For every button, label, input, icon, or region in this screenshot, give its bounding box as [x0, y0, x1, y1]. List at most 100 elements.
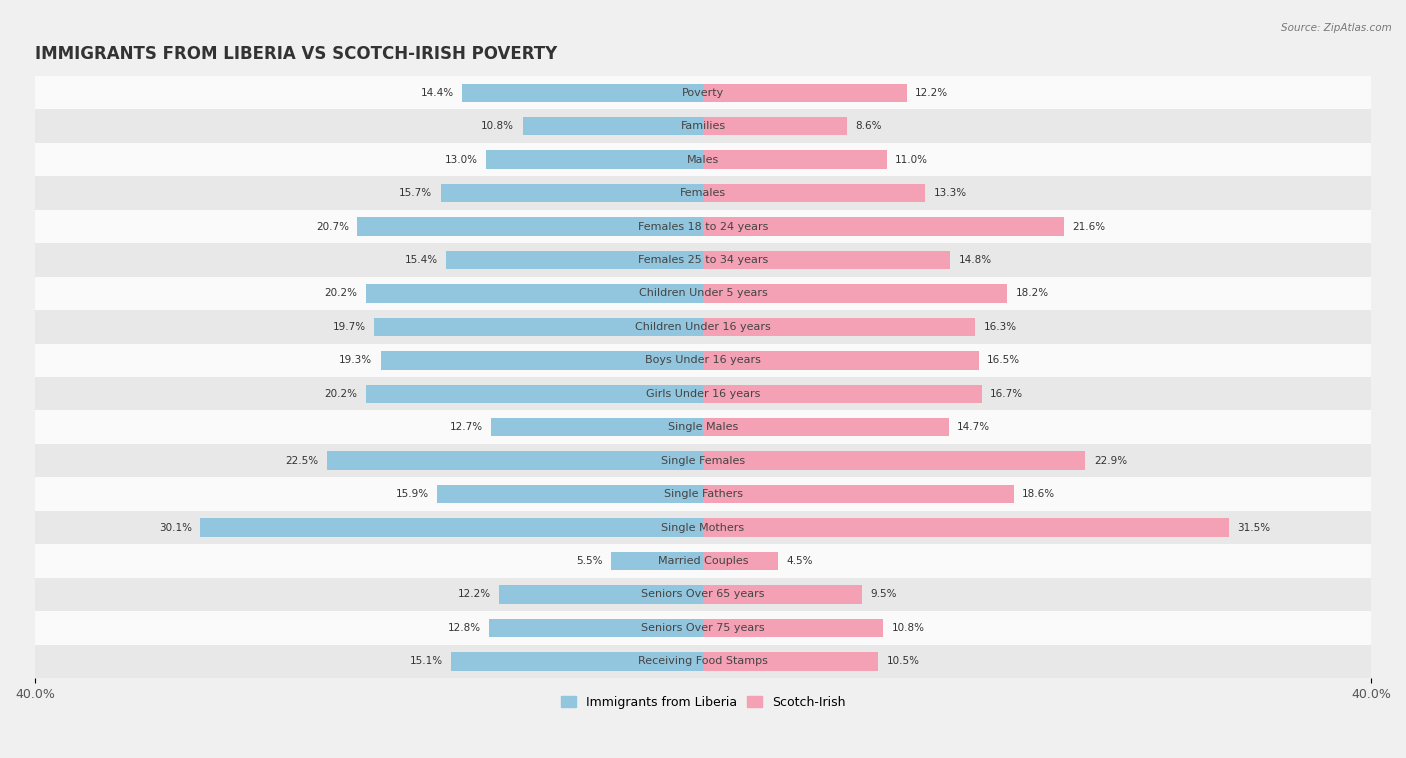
Bar	[703, 552, 778, 570]
Text: Single Females: Single Females	[661, 456, 745, 465]
Text: Receiving Food Stamps: Receiving Food Stamps	[638, 656, 768, 666]
Bar	[463, 83, 703, 102]
Bar	[491, 418, 703, 437]
Text: 18.6%: 18.6%	[1022, 489, 1054, 499]
Bar	[441, 184, 703, 202]
Text: Poverty: Poverty	[682, 88, 724, 98]
Bar	[703, 184, 925, 202]
Text: 30.1%: 30.1%	[159, 522, 193, 533]
Bar	[612, 552, 703, 570]
Text: Males: Males	[688, 155, 718, 164]
Text: 31.5%: 31.5%	[1237, 522, 1271, 533]
Text: 22.9%: 22.9%	[1094, 456, 1128, 465]
Text: Single Fathers: Single Fathers	[664, 489, 742, 499]
Bar	[35, 377, 1371, 411]
Bar	[35, 644, 1371, 678]
Text: 16.7%: 16.7%	[990, 389, 1024, 399]
Bar	[35, 343, 1371, 377]
Text: 10.5%: 10.5%	[887, 656, 920, 666]
Text: 21.6%: 21.6%	[1073, 221, 1105, 231]
Text: 20.7%: 20.7%	[316, 221, 349, 231]
Bar	[35, 243, 1371, 277]
Text: 19.7%: 19.7%	[332, 322, 366, 332]
Text: 12.2%: 12.2%	[915, 88, 948, 98]
Text: 10.8%: 10.8%	[891, 623, 925, 633]
Text: 19.3%: 19.3%	[339, 356, 373, 365]
Text: 15.1%: 15.1%	[409, 656, 443, 666]
Text: 8.6%: 8.6%	[855, 121, 882, 131]
Text: 11.0%: 11.0%	[896, 155, 928, 164]
Bar	[35, 511, 1371, 544]
Text: Boys Under 16 years: Boys Under 16 years	[645, 356, 761, 365]
Bar	[35, 411, 1371, 444]
Bar	[366, 284, 703, 302]
Text: 13.0%: 13.0%	[444, 155, 478, 164]
Bar	[446, 251, 703, 269]
Bar	[381, 351, 703, 369]
Text: 10.8%: 10.8%	[481, 121, 515, 131]
Text: 5.5%: 5.5%	[576, 556, 603, 566]
Bar	[357, 218, 703, 236]
Bar	[35, 544, 1371, 578]
Bar	[703, 284, 1007, 302]
Text: 4.5%: 4.5%	[786, 556, 813, 566]
Bar	[35, 578, 1371, 611]
Bar	[703, 652, 879, 671]
Text: 14.4%: 14.4%	[420, 88, 454, 98]
Text: 14.8%: 14.8%	[959, 255, 991, 265]
Bar	[437, 485, 703, 503]
Bar	[703, 452, 1085, 470]
Text: Married Couples: Married Couples	[658, 556, 748, 566]
Bar	[703, 150, 887, 169]
Text: 18.2%: 18.2%	[1015, 288, 1049, 299]
Text: Single Males: Single Males	[668, 422, 738, 432]
Text: Families: Families	[681, 121, 725, 131]
Bar	[35, 177, 1371, 210]
Bar	[703, 318, 976, 336]
Text: 12.7%: 12.7%	[450, 422, 482, 432]
Text: IMMIGRANTS FROM LIBERIA VS SCOTCH-IRISH POVERTY: IMMIGRANTS FROM LIBERIA VS SCOTCH-IRISH …	[35, 45, 557, 64]
Text: 13.3%: 13.3%	[934, 188, 966, 198]
Text: 9.5%: 9.5%	[870, 590, 897, 600]
Text: Children Under 5 years: Children Under 5 years	[638, 288, 768, 299]
Bar	[703, 117, 846, 136]
Bar	[35, 210, 1371, 243]
Bar	[35, 444, 1371, 478]
Bar	[374, 318, 703, 336]
Bar	[703, 218, 1064, 236]
Bar	[703, 619, 883, 637]
Bar	[703, 518, 1229, 537]
Bar	[35, 277, 1371, 310]
Bar	[35, 611, 1371, 644]
Text: Seniors Over 75 years: Seniors Over 75 years	[641, 623, 765, 633]
Bar	[499, 585, 703, 603]
Bar	[703, 384, 981, 403]
Text: Single Mothers: Single Mothers	[661, 522, 745, 533]
Text: Seniors Over 65 years: Seniors Over 65 years	[641, 590, 765, 600]
Text: Females: Females	[681, 188, 725, 198]
Bar	[35, 478, 1371, 511]
Text: 15.4%: 15.4%	[405, 255, 437, 265]
Text: 15.7%: 15.7%	[399, 188, 433, 198]
Bar	[35, 76, 1371, 109]
Text: Females 18 to 24 years: Females 18 to 24 years	[638, 221, 768, 231]
Bar	[703, 585, 862, 603]
Text: 12.8%: 12.8%	[447, 623, 481, 633]
Bar	[35, 143, 1371, 177]
Bar	[366, 384, 703, 403]
Text: 15.9%: 15.9%	[396, 489, 429, 499]
Bar	[486, 150, 703, 169]
Bar	[489, 619, 703, 637]
Bar	[451, 652, 703, 671]
Text: 16.5%: 16.5%	[987, 356, 1019, 365]
Bar	[703, 418, 949, 437]
Bar	[703, 351, 979, 369]
Bar	[35, 109, 1371, 143]
Legend: Immigrants from Liberia, Scotch-Irish: Immigrants from Liberia, Scotch-Irish	[555, 691, 851, 714]
Text: 22.5%: 22.5%	[285, 456, 319, 465]
Text: 16.3%: 16.3%	[984, 322, 1017, 332]
Bar	[703, 83, 907, 102]
Text: 14.7%: 14.7%	[957, 422, 990, 432]
Bar	[703, 485, 1014, 503]
Bar	[328, 452, 703, 470]
